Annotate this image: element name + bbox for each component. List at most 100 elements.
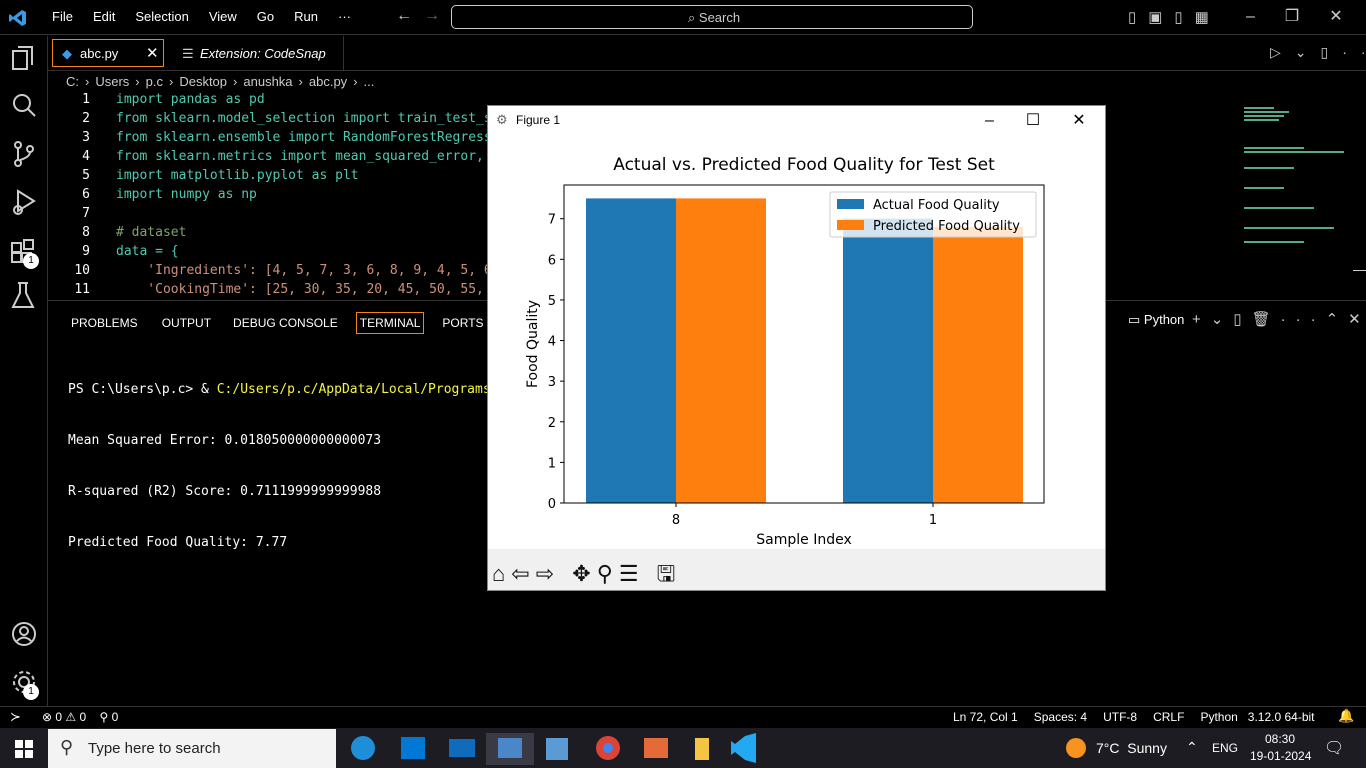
tab-close[interactable]: ✕ (146, 45, 159, 62)
bar (843, 218, 933, 503)
status-bar (0, 706, 1366, 728)
breadcrumb-separator: › (85, 74, 90, 89)
terminal-line: Mean Squared Error: 0.018050000000000073 (68, 433, 382, 448)
menu-item[interactable]: Edit (92, 9, 116, 24)
code-text: 'CookingTime': [25, 30, 35, 20, 45, 50, … (116, 282, 484, 297)
breadcrumb-separator: › (353, 74, 358, 89)
notifications[interactable]: 🗨 (1324, 740, 1345, 757)
breadcrumb-item[interactable]: ... (363, 74, 375, 89)
bell[interactable]: 🔔 (1338, 708, 1355, 723)
breadcrumb-item[interactable]: C: (66, 74, 79, 89)
title-bar (0, 0, 1366, 35)
tab[interactable] (166, 36, 344, 70)
panel-tab[interactable]: OUTPUT (161, 316, 212, 330)
breadcrumb-item[interactable]: p.c (145, 74, 163, 89)
activity-bar (0, 36, 48, 706)
search-box[interactable] (451, 5, 973, 29)
line-number: 8 (82, 225, 90, 240)
legend-label: Predicted Food Quality (873, 219, 1020, 234)
breadcrumb-separator: › (298, 74, 303, 89)
breadcrumb-separator: › (135, 74, 140, 89)
line-number: 7 (82, 206, 90, 221)
status-item[interactable]: 3.12.0 64-bit (1247, 710, 1315, 724)
legend-box (829, 191, 1037, 238)
breadcrumb-separator: › (168, 74, 174, 89)
line-number: 3 (82, 130, 90, 145)
scroll-indicator (1353, 270, 1366, 271)
menu-item[interactable]: ··· (338, 9, 351, 24)
breadcrumb-item[interactable]: anushka (243, 74, 293, 89)
vscode-logo (9, 10, 26, 26)
y-tick-label: 0 (548, 497, 556, 512)
breadcrumb-separator: › (233, 74, 238, 89)
y-tick-label: 5 (548, 294, 556, 309)
search-icon: ⚲ (60, 737, 74, 757)
status-item[interactable]: Ln 72, Col 1 (953, 710, 1018, 724)
terminal-shell[interactable]: ▭ Python (1128, 312, 1185, 327)
panel-tab[interactable]: DEBUG CONSOLE (233, 316, 338, 330)
panel-actions[interactable]: +⌄▯🗑···⌃✕ (1192, 311, 1366, 328)
panel-tab[interactable]: PORTS (442, 316, 484, 330)
toolbar-buttons[interactable]: ⌂⇦⇨ ✥⚲☰ 🖫 (492, 561, 682, 586)
menu-item[interactable]: Run (294, 9, 318, 24)
line-number: 2 (82, 111, 90, 126)
taskbar-search-text: Type here to search (88, 740, 221, 757)
menu-item[interactable]: File (52, 9, 73, 24)
figure-title: Figure 1 (516, 113, 561, 127)
figure-window-controls[interactable]: –☐✕ (985, 112, 1118, 129)
y-tick-label: 4 (548, 335, 556, 350)
start-button[interactable] (15, 740, 33, 758)
bar (676, 198, 766, 504)
remote-icon[interactable]: ≻ (10, 709, 21, 724)
code-text: from sklearn.model_selection import trai… (116, 111, 492, 126)
legend-label: Actual Food Quality (873, 198, 1000, 213)
command: C:/Users/p.c/AppData/Local/Programs/Pyth… (216, 382, 538, 397)
status-item[interactable]: Python (1200, 710, 1238, 724)
code-text: 'Ingredients': [4, 5, 7, 3, 6, 8, 9, 4, … (116, 263, 492, 278)
bar (586, 198, 676, 504)
clock-time: 08:30 (1264, 732, 1296, 746)
x-tick-label: 1 (929, 513, 937, 528)
status-item[interactable]: CRLF (1153, 710, 1185, 724)
status-item[interactable]: Spaces: 4 (1033, 710, 1088, 724)
window-controls[interactable]: –❐✕ (1246, 8, 1366, 25)
tab-active[interactable] (52, 39, 164, 67)
editor-actions[interactable]: ▷⌄▯··· (1270, 44, 1366, 60)
chart: Actual vs. Predicted Food Quality for Te… (525, 155, 1045, 548)
y-tick-label: 1 (548, 456, 556, 471)
taskbar-apps (351, 733, 756, 765)
y-tick-label: 2 (548, 416, 556, 431)
line-number: 6 (82, 187, 90, 202)
breadcrumb-item[interactable]: Users (95, 74, 130, 89)
breadcrumb-item[interactable]: Desktop (179, 74, 228, 89)
problems-status[interactable]: ⊗ 0 ⚠ 0 ⚲ 0 (42, 710, 119, 724)
menu-item[interactable]: Go (256, 9, 275, 24)
back-arrow[interactable]: ← (396, 7, 412, 24)
errors: 0 (55, 710, 63, 724)
menu-item[interactable]: View (208, 9, 237, 24)
tray-arrow[interactable]: ⌃ (1186, 739, 1198, 755)
panel-tab[interactable]: PROBLEMS (71, 316, 138, 330)
y-axis-label: Food Quality (525, 300, 541, 388)
line-number: 4 (82, 149, 90, 164)
status-item[interactable]: UTF-8 (1103, 710, 1138, 724)
y-tick-label: 6 (548, 253, 556, 268)
forward-arrow[interactable]: → (424, 7, 440, 24)
warnings: 0 (79, 710, 87, 724)
line-number: 1 (82, 92, 90, 107)
clock-date: 19-01-2024 (1250, 749, 1312, 763)
extensions-badge: 1 (23, 253, 39, 269)
figure-icon: ⚙ (496, 112, 508, 127)
panel-tab[interactable]: TERMINAL (355, 312, 425, 334)
tabs-divider (48, 70, 1366, 71)
taskbar-search[interactable] (48, 729, 336, 768)
activity-icons (11, 46, 36, 308)
layout-controls[interactable]: ▯▣▯▦ (1128, 9, 1221, 26)
code-text: import matplotlib.pyplot as plt (116, 168, 359, 183)
weather: 7°C Sunny (1096, 740, 1167, 756)
minimap (1238, 92, 1353, 300)
breadcrumb-item[interactable]: abc.py (308, 74, 348, 89)
figure-toolbar (488, 549, 1105, 590)
code-text: # dataset (116, 225, 187, 240)
menu-item[interactable]: Selection (135, 9, 189, 24)
